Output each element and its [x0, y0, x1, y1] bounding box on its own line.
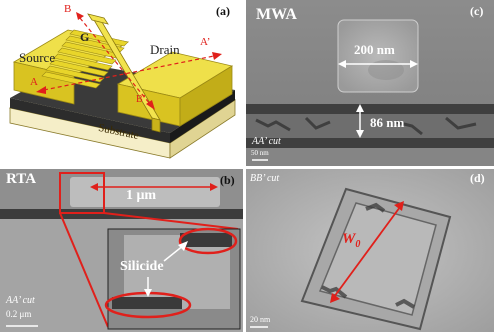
label-g: G — [80, 30, 90, 44]
bb-w0-arrow — [333, 206, 401, 298]
label-b: B — [64, 3, 72, 15]
mwa-cut-label: AA’ cut — [252, 136, 281, 147]
bb-cut-label: BB’ cut — [250, 173, 280, 184]
label-source: Source — [19, 50, 56, 65]
mwa-title: MWA — [256, 6, 297, 23]
panel-letter-b: (b) — [220, 173, 235, 187]
device-schematic-svg — [8, 12, 237, 159]
mwa-tem-svg — [246, 0, 494, 166]
mwa-width-arrow-left — [338, 60, 346, 68]
rta-silicide-arrow-top-head — [178, 241, 188, 251]
label-b-prime: B’ — [136, 94, 146, 105]
mwa-grain-spot — [368, 60, 404, 80]
rta-tem-svg — [0, 169, 243, 332]
rta-width-arrow-right — [210, 183, 218, 191]
nanowire-fins — [41, 29, 129, 89]
rta-zoom-line-right — [103, 212, 239, 230]
a-prime-arrow-head — [212, 52, 222, 60]
rta-zoom-line-left — [59, 212, 109, 328]
mwa-width-arrow-right — [410, 60, 418, 68]
drain-pad-side — [179, 65, 233, 127]
b-arrow-head — [76, 12, 84, 20]
bb-dark-spots — [321, 202, 416, 309]
panel-b-rta-tem: RTA 1 μm Silicide AA’ cut 0.2 μm (b) — [0, 169, 243, 332]
oxide-front — [10, 98, 170, 143]
panel-d-bb-cut-tem: BB’ cut W0 20 nm (d) — [246, 169, 494, 332]
gate-front — [151, 117, 161, 133]
bb-w0-arrow-top — [394, 201, 404, 211]
rta-width-arrow-left — [90, 183, 98, 191]
rta-silicide-label: Silicide — [120, 259, 164, 274]
mwa-scale-label: 50 nm — [251, 149, 269, 157]
bb-w0-main: W — [342, 231, 356, 247]
a-arrow-head — [36, 86, 46, 94]
bb-inner-body — [318, 202, 437, 316]
rta-inset-top-silicide — [180, 233, 232, 247]
panel-letter-a: (a) — [216, 4, 230, 18]
panel-letter-d: (d) — [470, 171, 485, 185]
rta-scale-label: 0.2 μm — [6, 309, 32, 319]
oxide-side — [170, 90, 235, 143]
label-a-prime: A’ — [200, 36, 211, 48]
rta-title: RTA — [6, 171, 37, 187]
rta-silicide-ring-top — [178, 227, 238, 255]
mwa-height-arrow-top — [356, 104, 364, 112]
label-a: A — [30, 76, 38, 88]
mwa-height-label: 86 nm — [370, 115, 405, 130]
rta-silicide-arrow-bottom-head — [144, 289, 152, 297]
bb-w0-sub: 0 — [355, 239, 361, 250]
mwa-texture — [255, 116, 477, 136]
label-drain: Drain — [150, 42, 180, 57]
mwa-height-arrow-bottom — [356, 130, 364, 138]
panel-a-device-schematic: B G Drain Source A’ A B’ Substrate (a) — [0, 0, 243, 166]
gate-pad — [87, 13, 109, 25]
rta-inset-bottom-silicide — [112, 297, 182, 309]
panel-c-mwa-tem: MWA 200 nm 86 nm AA’ cut 50 nm (c) — [246, 0, 494, 166]
rta-width-label: 1 μm — [126, 188, 157, 203]
rta-dark-band — [0, 209, 243, 219]
mwa-silicide-layer — [246, 114, 494, 138]
bb-w0-label: W0 — [342, 231, 360, 250]
mwa-bottom-strip — [246, 148, 494, 166]
panel-letter-c: (c) — [470, 4, 484, 18]
bb-scale-label: 20 nm — [250, 315, 271, 324]
rta-zoom-source-box — [59, 172, 105, 214]
aa-cut-line — [43, 55, 215, 91]
rta-gate-strip — [70, 177, 220, 207]
bb-cut-line — [79, 17, 151, 105]
mwa-width-label: 200 nm — [354, 42, 395, 57]
b-prime-arrow-head — [146, 100, 155, 110]
rta-cut-label: AA’ cut — [6, 295, 35, 306]
bb-cut-tem-svg — [246, 169, 494, 332]
bb-w0-arrow-bottom — [330, 293, 340, 303]
